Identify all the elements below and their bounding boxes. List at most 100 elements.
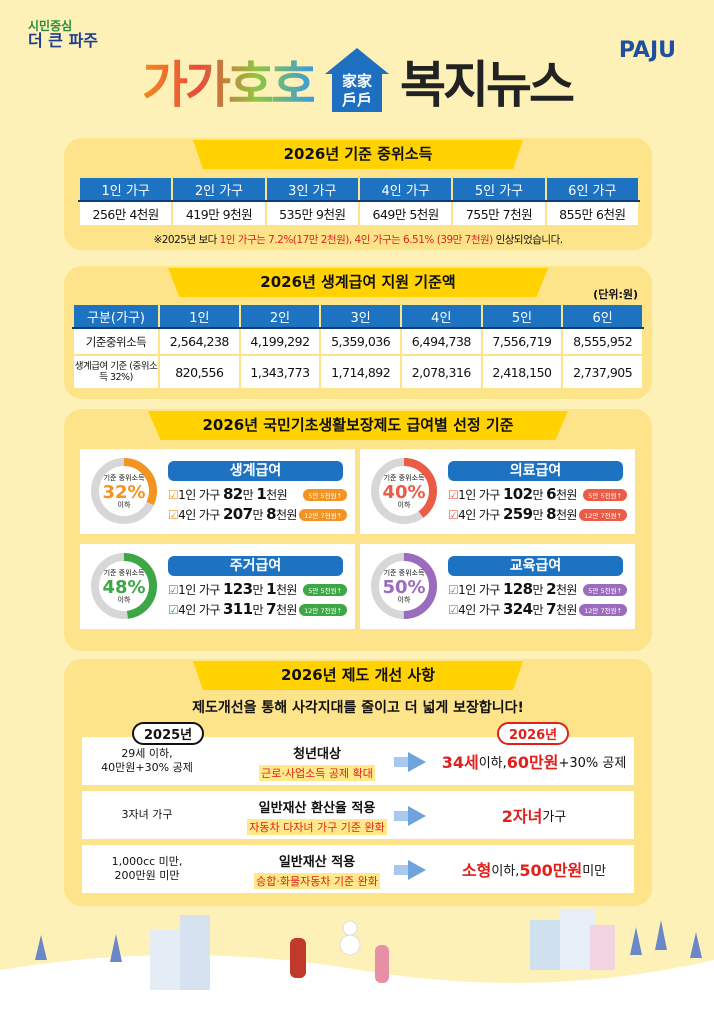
improvement-row: 29세 이하, 40만원+30% 공제 청년대상 근로·사업소득 공제 확대 34… [82,737,634,785]
criteria-section: 2026년 국민기초생활보장제도 급여별 선정 기준 기준 중위소득 32% 이하 … [64,409,652,651]
checkbox-icon: ☑ [168,488,179,502]
increase-badge: 12만 7천원↑ [579,509,627,521]
column-header: 6인 [561,303,644,329]
column-header: 1인 [158,303,241,329]
increase-badge: 5만 5천원↑ [583,584,627,596]
column-header: 2인 [238,303,322,329]
livelihood-section: 2026년 생계급여 지원 기준액 (단위:원) 구분(가구) 1인 2인 3인 4인 5… [64,266,652,399]
table-cell: 256만 4천원 [77,200,174,227]
after-value: 34세 이하, 60만원 +30% 공제 [441,753,627,772]
column-header: 6인 가구 [544,176,641,202]
after-value: 소형 이하, 500만원 미만 [461,861,607,880]
improvement-row: 3자녀 가구 일반재산 환산율 적용 자동차 다자녀 가구 기준 완화 2자녀 가… [82,791,634,839]
column-header: 3인 가구 [264,176,360,202]
city-slogan-logo: 시민중심 더 큰 파주 [28,19,99,50]
benefit-name: 생계급여 [168,461,343,481]
median-income-section: 2026년 기준 중위소득 1인 가구 2인 가구 3인 가구 4인 가구 5인 가구 6… [64,138,652,250]
benefit-line: ☑1인 가구 102만 6천원 [448,485,577,503]
increase-note: ※2025년 보다 1인 가구는 7.2%(17만 2천원), 4인 가구는 6… [153,234,563,246]
table-cell: 2,737,905 [561,354,644,390]
section-title: 2026년 제도 개선 사항 [193,661,523,690]
page-title: 가가호호 家家 戶戶 복지뉴스 [0,45,714,117]
percent-ring [371,553,437,619]
table-cell: 6,494,738 [399,327,483,356]
winter-scenery-illustration [0,910,714,1010]
checkbox-icon: ☑ [168,583,179,597]
change-subtitle: 자동차 다자녀 가구 기준 완화 [247,819,387,835]
column-header: 5인 [480,303,564,329]
column-header: 2인 가구 [171,176,267,202]
year-2025-label: 2025년 [132,722,205,745]
table-cell: 8,555,952 [561,327,644,356]
change-title: 청년대상 [293,747,341,762]
checkbox-icon: ☑ [448,603,459,617]
benefit-name: 교육급여 [448,556,623,576]
livelihood-table: 구분(가구) 1인 2인 3인 4인 5인 6인 기준중위소득 2,564,238 4,199,2… [72,303,644,390]
unit-label: (단위:원) [593,288,638,301]
section-title: 2026년 국민기초생활보장제도 급여별 선정 기준 [148,411,568,440]
table-cell: 820,556 [158,354,241,390]
before-value: 29세 이하, 40만원+30% 공제 [101,746,193,774]
row-label: 생계급여 기준 (중위소득 32%) [72,354,160,390]
checkbox-icon: ☑ [448,488,459,502]
column-header: 구분(가구) [72,303,160,329]
checkbox-icon: ☑ [448,508,459,522]
benefit-card: 기준 중위소득 32% 이하 생계급여 ☑1인 가구 82만 1천원 5만 5천원↑… [80,449,355,534]
percent-value: 50% [382,576,426,598]
change-title: 일반재산 적용 [278,855,356,870]
benefit-line: ☑1인 가구 123만 1천원 [168,580,297,598]
benefit-line: ☑4인 가구 207만 8천원 [168,505,297,523]
row-label: 기준중위소득 [72,327,160,356]
increase-badge: 12만 7천원↑ [579,604,627,616]
arrow-icon [394,865,410,875]
table-cell: 2,078,316 [399,354,483,390]
increase-badge: 5만 5천원↑ [303,584,347,596]
section-title: 2026년 생계급여 지원 기준액 [168,268,548,297]
table-cell: 1,343,773 [238,354,322,390]
table-cell: 4,199,292 [238,327,322,356]
benefit-line: ☑4인 가구 259만 8천원 [448,505,577,523]
benefit-card: 기준 중위소득 40% 이하 의료급여 ☑1인 가구 102만 6천원 5만 5천원… [360,449,635,534]
percent-ring [371,458,437,524]
improvements-subtitle: 제도개선을 통해 사각지대를 줄이고 더 넓게 보장합니다! [192,700,524,716]
increase-badge: 5만 5천원↑ [583,489,627,501]
table-cell: 7,556,719 [480,327,564,356]
table-cell: 649만 5천원 [357,200,454,227]
paju-logo: PAJU [618,38,676,63]
column-header: 5인 가구 [451,176,547,202]
column-header: 1인 가구 [77,176,174,202]
benefit-name: 주거급여 [168,556,343,576]
increase-badge: 12만 7천원↑ [299,509,347,521]
percent-value: 32% [102,481,146,503]
benefit-name: 의료급여 [448,461,623,481]
benefit-line: ☑4인 가구 324만 7천원 [448,600,577,618]
percent-ring [91,553,157,619]
change-subtitle: 승합·화물자동차 기준 완화 [254,873,380,889]
table-cell: 535만 9천원 [264,200,360,227]
before-value: 1,000cc 미만, 200만원 미만 [111,854,183,882]
arrow-icon [394,757,410,767]
after-value: 2자녀 가구 [501,807,567,826]
change-title: 일반재산 환산율 적용 [258,801,376,816]
benefit-line: ☑4인 가구 311만 7천원 [168,600,297,618]
section-title: 2026년 기준 중위소득 [193,140,523,169]
year-2026-label: 2026년 [497,722,570,745]
table-cell: 855만 6천원 [544,200,641,227]
increase-badge: 12만 7천원↑ [299,604,347,616]
table-cell: 2,418,150 [480,354,564,390]
table-cell: 1,714,892 [319,354,402,390]
table-cell: 419만 9천원 [171,200,267,227]
increase-badge: 5만 5천원↑ [303,489,347,501]
checkbox-icon: ☑ [448,583,459,597]
improvements-section: 2026년 제도 개선 사항 제도개선을 통해 사각지대를 줄이고 더 넓게 보… [64,659,652,906]
benefit-card: 기준 중위소득 48% 이하 주거급여 ☑1인 가구 123만 1천원 5만 5천원… [80,544,355,629]
benefit-line: ☑1인 가구 82만 1천원 [168,485,288,503]
percent-ring [91,458,157,524]
column-header: 4인 가구 [357,176,454,202]
benefit-card: 기준 중위소득 50% 이하 교육급여 ☑1인 가구 128만 2천원 5만 5천원… [360,544,635,629]
checkbox-icon: ☑ [168,603,179,617]
column-header: 4인 [399,303,483,329]
table-cell: 755만 7천원 [451,200,547,227]
median-income-table: 1인 가구 2인 가구 3인 가구 4인 가구 5인 가구 6인 가구 256만 4천원 41… [77,176,641,227]
